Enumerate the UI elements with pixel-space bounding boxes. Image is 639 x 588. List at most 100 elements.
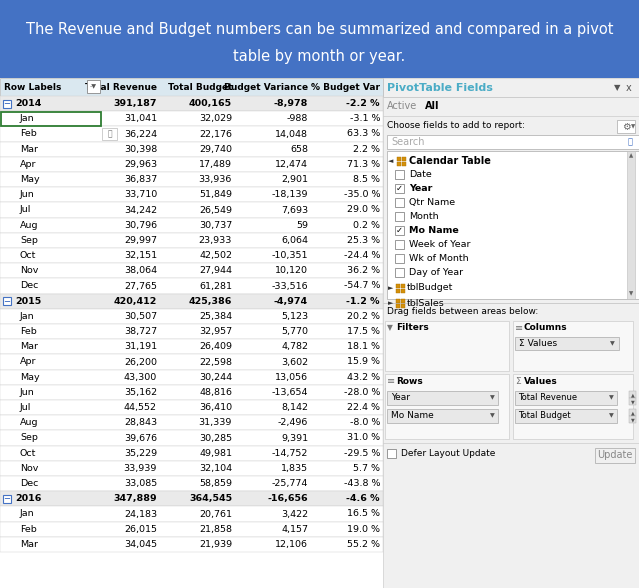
Text: 425,386: 425,386 xyxy=(189,297,232,306)
Bar xyxy=(0,263,383,278)
Text: Month: Month xyxy=(409,212,438,221)
Bar xyxy=(513,321,633,371)
Text: 15.9 %: 15.9 % xyxy=(347,358,380,366)
Text: 8.5 %: 8.5 % xyxy=(353,175,380,184)
Bar xyxy=(395,254,404,263)
Text: Choose fields to add to report:: Choose fields to add to report: xyxy=(387,121,525,129)
Text: Σ: Σ xyxy=(515,376,521,386)
Text: 34,242: 34,242 xyxy=(124,205,157,215)
Text: Mar: Mar xyxy=(20,540,38,549)
Text: 21,939: 21,939 xyxy=(199,540,232,549)
Text: −: − xyxy=(3,297,10,306)
Text: Aug: Aug xyxy=(20,418,38,427)
Text: 3,422: 3,422 xyxy=(281,509,308,519)
Bar xyxy=(395,198,404,207)
Text: 42,502: 42,502 xyxy=(199,251,232,260)
Bar xyxy=(395,226,404,235)
Bar xyxy=(0,293,383,309)
Text: -43.8 %: -43.8 % xyxy=(344,479,380,488)
Text: ▼: ▼ xyxy=(613,83,620,92)
Text: 55.2 %: 55.2 % xyxy=(347,540,380,549)
Text: Jul: Jul xyxy=(20,403,31,412)
Text: Jun: Jun xyxy=(20,191,35,199)
Text: 29,963: 29,963 xyxy=(124,160,157,169)
Bar xyxy=(0,248,383,263)
Bar xyxy=(0,537,383,552)
Text: 27,944: 27,944 xyxy=(199,266,232,275)
Bar xyxy=(595,448,635,463)
Text: Nov: Nov xyxy=(20,464,38,473)
Text: May: May xyxy=(20,175,40,184)
Bar xyxy=(102,128,117,140)
Bar xyxy=(395,212,404,221)
Text: 43,300: 43,300 xyxy=(124,373,157,382)
Text: ▼: ▼ xyxy=(610,341,615,346)
Text: 36.2 %: 36.2 % xyxy=(347,266,380,275)
Text: tblSales: tblSales xyxy=(407,299,445,308)
Text: 33,085: 33,085 xyxy=(124,479,157,488)
Text: Week of Year: Week of Year xyxy=(409,240,470,249)
Text: Update: Update xyxy=(597,450,633,460)
Text: 5,123: 5,123 xyxy=(281,312,308,321)
Bar xyxy=(0,506,383,522)
Bar xyxy=(0,339,383,355)
Bar xyxy=(387,449,396,458)
Bar xyxy=(0,461,383,476)
Text: 1,835: 1,835 xyxy=(281,464,308,473)
Text: 58,859: 58,859 xyxy=(199,479,232,488)
Bar xyxy=(385,321,509,371)
Bar xyxy=(397,157,401,161)
Text: 22,176: 22,176 xyxy=(199,129,232,139)
Text: 364,545: 364,545 xyxy=(189,495,232,503)
Text: 6,064: 6,064 xyxy=(281,236,308,245)
Text: 20,761: 20,761 xyxy=(199,509,232,519)
Bar xyxy=(515,409,617,423)
Text: ▼: ▼ xyxy=(631,417,635,422)
Text: PivotTable Fields: PivotTable Fields xyxy=(387,83,493,93)
Text: 36,224: 36,224 xyxy=(124,129,157,139)
Text: 33,936: 33,936 xyxy=(199,175,232,184)
Text: Rows: Rows xyxy=(396,376,423,386)
Bar xyxy=(0,430,383,446)
Bar xyxy=(0,400,383,415)
Text: -29.5 %: -29.5 % xyxy=(344,449,380,457)
Bar xyxy=(0,187,383,202)
Bar xyxy=(0,491,383,506)
Text: 31,041: 31,041 xyxy=(124,114,157,123)
Text: ▼: ▼ xyxy=(490,396,495,400)
Text: Values: Values xyxy=(524,376,558,386)
Bar xyxy=(0,111,383,126)
Bar xyxy=(0,78,383,588)
Text: Year: Year xyxy=(391,393,410,403)
Text: 8,142: 8,142 xyxy=(281,403,308,412)
Bar xyxy=(0,0,639,78)
Text: 51,849: 51,849 xyxy=(199,191,232,199)
Text: Year: Year xyxy=(409,184,433,193)
Text: 4,157: 4,157 xyxy=(281,524,308,534)
Text: 30,285: 30,285 xyxy=(199,433,232,443)
Text: 33,939: 33,939 xyxy=(123,464,157,473)
Text: 9,391: 9,391 xyxy=(281,433,308,443)
Text: Day of Year: Day of Year xyxy=(409,268,463,277)
Text: 32,957: 32,957 xyxy=(199,327,232,336)
Text: 29,740: 29,740 xyxy=(199,145,232,153)
Text: Jan: Jan xyxy=(20,312,35,321)
Bar xyxy=(0,309,383,324)
Text: -10,351: -10,351 xyxy=(272,251,308,260)
Bar xyxy=(87,80,100,93)
Text: 44,552: 44,552 xyxy=(124,403,157,412)
Text: -33,516: -33,516 xyxy=(272,282,308,290)
Text: 29.0 %: 29.0 % xyxy=(347,205,380,215)
Bar xyxy=(0,324,383,339)
Text: -▼: -▼ xyxy=(90,84,97,89)
Text: 25.3 %: 25.3 % xyxy=(347,236,380,245)
Text: 3,602: 3,602 xyxy=(281,358,308,366)
Bar xyxy=(0,218,383,233)
Text: -3.1 %: -3.1 % xyxy=(350,114,380,123)
Text: Total Budget: Total Budget xyxy=(518,412,571,420)
Text: 26,549: 26,549 xyxy=(199,205,232,215)
Text: 25,384: 25,384 xyxy=(199,312,232,321)
Text: ▼: ▼ xyxy=(629,292,633,296)
Text: 26,015: 26,015 xyxy=(124,524,157,534)
Bar xyxy=(396,284,400,288)
